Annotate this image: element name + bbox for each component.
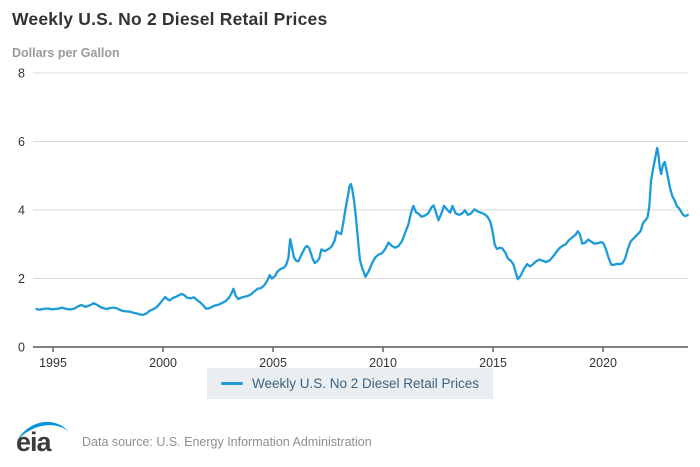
legend: Weekly U.S. No 2 Diesel Retail Prices — [206, 368, 494, 399]
x-tick-label: 2010 — [369, 356, 397, 370]
y-tick-label: 6 — [18, 135, 25, 149]
price-series-line — [35, 146, 689, 316]
page-title: Weekly U.S. No 2 Diesel Retail Prices — [12, 9, 328, 29]
x-tick-label: 2015 — [479, 356, 507, 370]
y-tick-label: 0 — [18, 341, 25, 355]
x-tick-label: 2000 — [149, 356, 177, 370]
eia-logo-text: eia — [16, 427, 52, 457]
y-tick-label: 4 — [18, 204, 25, 218]
footer: eia Data source: U.S. Energy Information… — [14, 416, 372, 460]
legend-line-swatch-icon — [220, 382, 243, 385]
line-chart: 0 2 4 6 8 1995 2000 2005 2010 2015 2020 — [18, 67, 689, 370]
y-axis-unit-label: Dollars per Gallon — [12, 46, 120, 60]
y-tick-label: 2 — [18, 272, 25, 286]
legend-label: Weekly U.S. No 2 Diesel Retail Prices — [251, 376, 480, 391]
eia-swoosh-icon — [17, 421, 69, 441]
y-tick-label: 8 — [18, 67, 25, 81]
x-tick-label: 2005 — [259, 356, 287, 370]
eia-logo: eia — [14, 418, 70, 458]
x-tick-label: 2020 — [589, 356, 617, 370]
data-source-text: Data source: U.S. Energy Information Adm… — [82, 435, 372, 449]
x-tick-label: 1995 — [39, 356, 67, 370]
